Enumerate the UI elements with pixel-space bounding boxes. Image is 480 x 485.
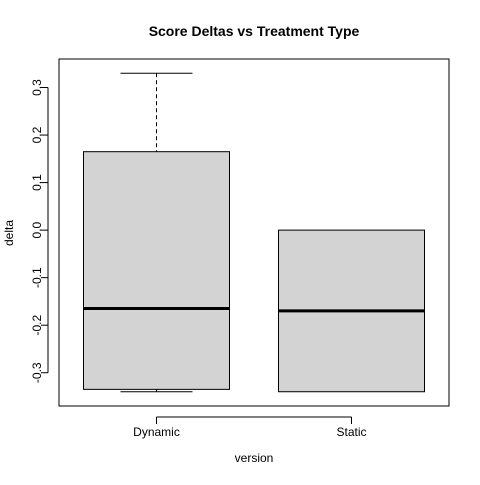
- y-tick-label: -0.2: [30, 315, 44, 336]
- dynamic-box: [83, 151, 230, 390]
- y-tick-label: 0.2: [30, 126, 44, 143]
- x-tick-label: Static: [336, 425, 366, 439]
- x-axis-title: version: [235, 451, 274, 465]
- plot-area: -0.3 -0.2 -0.1 0.0 0.1 0.2 0.3 Dynamic Static: [30, 58, 450, 439]
- y-tick-label: 0.0: [30, 221, 44, 238]
- y-tick-label: 0.3: [30, 79, 44, 96]
- x-tick-label: Dynamic: [133, 425, 180, 439]
- y-tick-label: -0.1: [30, 267, 44, 288]
- plot-frame: [58, 58, 450, 407]
- y-tick-label: -0.3: [30, 362, 44, 383]
- y-axis-title: delta: [2, 220, 16, 246]
- chart-title: Score Deltas vs Treatment Type: [149, 23, 360, 39]
- y-tick-label: 0.1: [30, 174, 44, 191]
